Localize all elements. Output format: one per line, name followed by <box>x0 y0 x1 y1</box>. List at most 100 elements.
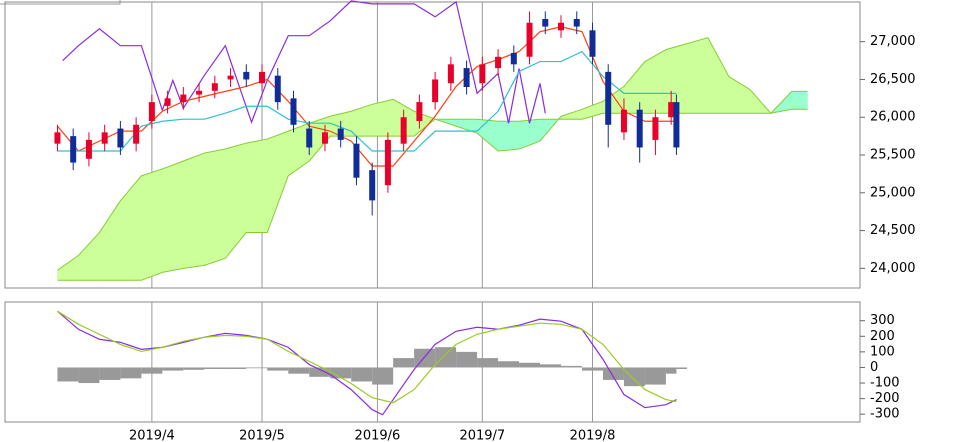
candle-body <box>290 98 297 125</box>
candle-body <box>673 102 680 148</box>
macd-line <box>57 310 677 404</box>
candle-body <box>636 109 643 148</box>
candle-body <box>243 71 250 80</box>
candle-body <box>85 139 92 159</box>
candle-body <box>432 79 439 103</box>
y-tick-label: 24,000 <box>870 261 916 276</box>
candle-body <box>447 64 454 84</box>
histogram-bar <box>676 367 687 370</box>
corner-tab <box>0 0 121 5</box>
candle-body <box>70 136 77 163</box>
x-tick-label: 2019/8 <box>570 429 616 442</box>
y-tick-label: 25,500 <box>870 148 916 163</box>
histogram-bar <box>581 367 603 371</box>
candle-body <box>416 102 423 122</box>
histogram-bar <box>498 361 520 368</box>
candle-body <box>384 139 391 186</box>
candle-body <box>337 128 344 140</box>
x-tick-label: 2019/5 <box>239 429 285 442</box>
candle-body <box>321 132 328 144</box>
candle-body <box>133 124 140 144</box>
candle-body <box>259 71 266 84</box>
histogram-bar <box>665 367 677 374</box>
candle-body <box>573 19 580 27</box>
histogram-bar <box>644 367 666 385</box>
candle-body <box>542 19 549 27</box>
histogram-bar <box>351 367 373 382</box>
candle-body <box>180 94 187 103</box>
candle-body <box>620 109 627 133</box>
macd-panel <box>4 301 861 423</box>
candle-body <box>148 102 155 122</box>
candle-body <box>306 128 313 148</box>
y-tick-label: -200 <box>870 391 900 406</box>
histogram-bar <box>225 367 247 370</box>
candle-body <box>274 75 281 103</box>
main-panel <box>4 1 861 289</box>
y-tick-label: -100 <box>870 376 900 391</box>
cloud-edge <box>57 90 808 281</box>
histogram-bar <box>414 348 436 368</box>
histogram-bar <box>330 367 352 379</box>
cloud-area <box>204 148 226 266</box>
histogram-bar <box>540 364 562 368</box>
candle-body <box>211 83 218 91</box>
cloud-area <box>791 91 808 110</box>
histogram-bar <box>183 367 205 370</box>
y-tick-label: 26,500 <box>870 72 916 87</box>
histogram-bar <box>561 365 582 368</box>
histogram-bar <box>623 367 645 387</box>
y-tick-label: 100 <box>870 344 895 359</box>
candle-body <box>558 22 565 31</box>
candle-body <box>668 102 675 118</box>
candle-body <box>400 117 407 144</box>
histogram-bar <box>602 367 624 380</box>
cloud-area <box>371 99 394 137</box>
histogram-bar <box>435 347 457 368</box>
candle-body <box>510 53 517 65</box>
histogram-bar <box>141 367 163 374</box>
y-tick-label: 0 <box>870 360 878 375</box>
histogram-bar <box>372 367 394 385</box>
indicator-line <box>62 0 546 124</box>
y-tick-label: 200 <box>870 329 895 344</box>
candle-body <box>353 143 360 178</box>
histogram-bar <box>267 367 289 371</box>
histogram-bar <box>456 351 478 368</box>
histogram-bar <box>519 362 541 368</box>
y-tick-label: 24,500 <box>870 223 916 238</box>
candle-body <box>526 22 533 57</box>
candle-body <box>463 68 470 88</box>
histogram-bar <box>477 358 499 368</box>
indicator-line <box>57 50 677 152</box>
histogram-bar <box>57 367 79 382</box>
y-tick-label: 25,000 <box>870 185 916 200</box>
cloud-area <box>686 37 709 114</box>
candle-body <box>164 98 171 106</box>
cloud-area <box>497 120 520 152</box>
histogram-bar <box>120 367 142 379</box>
candle-body <box>652 117 659 140</box>
cloud-area <box>246 138 268 233</box>
candle-body <box>479 64 486 84</box>
cloud-area <box>141 168 163 281</box>
histogram-bar <box>204 367 226 370</box>
histogram-bar <box>288 367 310 374</box>
histogram-bar <box>78 367 100 384</box>
cloud-area <box>162 160 184 273</box>
candle-body <box>495 56 502 69</box>
candle-body <box>605 71 612 125</box>
histogram-bar <box>393 358 415 368</box>
candle-body <box>54 132 61 144</box>
y-tick-label: 26,000 <box>870 110 916 125</box>
histogram-bar <box>309 367 331 377</box>
x-tick-label: 2019/4 <box>129 429 175 442</box>
y-tick-label: -300 <box>870 407 900 422</box>
candle-body <box>369 170 376 201</box>
x-tick-label: 2019/7 <box>459 429 505 442</box>
histogram-bar <box>246 367 268 369</box>
y-tick-label: 27,000 <box>870 34 916 49</box>
cloud-area <box>183 152 205 269</box>
candle-body <box>101 132 108 144</box>
